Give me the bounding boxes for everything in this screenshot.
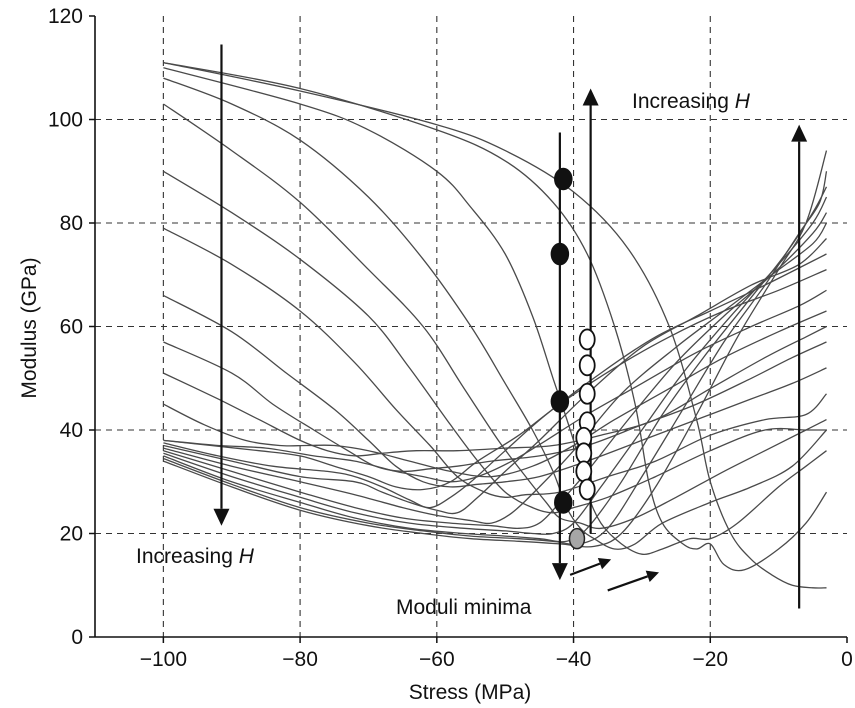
open-marker bbox=[578, 328, 596, 351]
modulus-curve bbox=[163, 150, 828, 548]
y-tick-label: 80 bbox=[60, 212, 83, 235]
modulus-curve bbox=[163, 238, 827, 515]
arrow-shaft bbox=[607, 575, 649, 592]
modulus-curve bbox=[163, 294, 827, 488]
increasing-h-top-annotation: Increasing H bbox=[632, 90, 751, 113]
x-tick-label: −20 bbox=[692, 648, 728, 671]
x-tick-label: 0 bbox=[841, 648, 853, 671]
moduli-minima-annotation: Moduli minima bbox=[396, 596, 532, 619]
arrow-shaft bbox=[569, 562, 601, 576]
arrow-head bbox=[791, 124, 808, 142]
x-axis-title: Stress (MPa) bbox=[409, 681, 532, 704]
arrow-head bbox=[645, 570, 659, 582]
modulus-curve bbox=[163, 222, 828, 525]
modulus-curve bbox=[163, 212, 828, 530]
arrow-head bbox=[597, 558, 612, 570]
modulus-curve bbox=[163, 171, 828, 546]
gray-marker bbox=[568, 527, 586, 550]
arrow-head bbox=[213, 508, 230, 526]
increasing-h-left-var: H bbox=[239, 545, 255, 568]
y-tick-label: 120 bbox=[48, 5, 83, 28]
modulus-curve bbox=[163, 310, 827, 478]
open-marker bbox=[578, 478, 596, 501]
y-tick-label: 20 bbox=[60, 523, 83, 546]
modulus-curve bbox=[163, 289, 827, 483]
filled-marker bbox=[550, 390, 570, 413]
marker-points bbox=[550, 167, 596, 550]
y-axis-title: Modulus (GPa) bbox=[18, 257, 41, 398]
modulus-curve bbox=[163, 61, 828, 572]
modulus-curve bbox=[163, 103, 827, 530]
arrow-head bbox=[551, 563, 568, 581]
open-marker bbox=[578, 382, 596, 405]
modulus-curve bbox=[163, 253, 827, 509]
annotation-arrows bbox=[213, 44, 808, 609]
increasing-h-top-text: Increasing bbox=[632, 90, 735, 113]
y-tick-label: 0 bbox=[71, 626, 83, 649]
tick-labels: −100 −80 −60 −40 −20 0 0 20 40 60 80 100 120 bbox=[48, 5, 853, 671]
increasing-h-left-text: Increasing bbox=[136, 545, 239, 568]
x-tick-label: −60 bbox=[419, 648, 455, 671]
modulus-curve bbox=[163, 227, 827, 498]
open-marker bbox=[575, 442, 593, 465]
x-tick-label: −40 bbox=[556, 648, 592, 671]
modulus-curve bbox=[163, 61, 827, 589]
filled-marker bbox=[554, 491, 573, 514]
modulus-curve bbox=[163, 269, 827, 491]
modulus-curve bbox=[163, 170, 827, 514]
filled-marker bbox=[554, 167, 573, 191]
x-tick-label: −100 bbox=[140, 648, 187, 671]
increasing-h-left-annotation: Increasing H bbox=[136, 545, 255, 568]
y-tick-label: 40 bbox=[60, 419, 83, 442]
arrow-head bbox=[582, 88, 599, 106]
curve-series-group bbox=[163, 61, 828, 589]
filled-marker bbox=[550, 242, 570, 266]
modulus-curve bbox=[163, 325, 827, 457]
y-tick-label: 60 bbox=[60, 316, 83, 339]
open-marker bbox=[575, 460, 593, 483]
open-marker bbox=[578, 354, 596, 377]
modulus-curve bbox=[163, 341, 827, 473]
x-tick-label: −80 bbox=[282, 648, 318, 671]
modulus-curve bbox=[163, 186, 828, 543]
increasing-h-top-var: H bbox=[735, 90, 751, 113]
y-tick-label: 100 bbox=[48, 109, 83, 132]
modulus-curve bbox=[163, 196, 828, 536]
